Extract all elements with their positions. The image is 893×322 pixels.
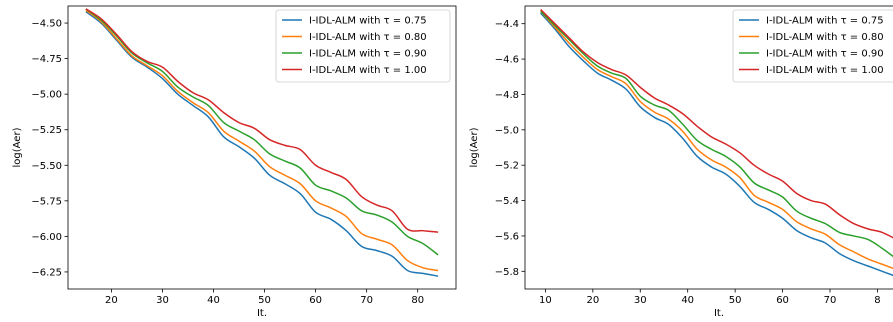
x-tick-label: 20 — [105, 295, 118, 306]
y-tick-label: −5.75 — [31, 196, 62, 207]
x-axis-label: It. — [714, 308, 724, 319]
legend-box — [275, 9, 451, 83]
plot-frame — [67, 5, 457, 290]
x-tick-label: 60 — [309, 295, 322, 306]
chart-left: 20 30 40 50 60 70 80 −6.25 −6.00 −5.75 −5.50 −5.25 −… — [12, 5, 457, 319]
x-tick-label: 40 — [681, 295, 694, 306]
y-tick-label: −4.50 — [31, 19, 62, 30]
x-axis-label: It. — [257, 308, 267, 319]
legend: I-IDL-ALM with τ = 0.75 I-IDL-ALM with τ … — [732, 9, 893, 83]
y-tick-label: −5.00 — [31, 90, 62, 101]
y-tick-label: −6.00 — [31, 232, 62, 243]
x-tick-label: 10 — [539, 295, 552, 306]
y-tick-label: −5.50 — [31, 161, 62, 172]
plot-frame — [524, 5, 893, 290]
y-tick-label: −5.4 — [495, 196, 519, 207]
x-tick-label: 40 — [207, 295, 220, 306]
legend-box — [732, 9, 893, 83]
chart-right: 10 20 30 40 50 60 70 8 −5.8 −5.6 −5.4 −5.2 −5.0 −4.8 −… — [469, 5, 893, 319]
y-tick-label: −4.75 — [31, 54, 62, 65]
y-tick-label: −5.2 — [495, 161, 519, 172]
series-line-4 — [85, 8, 439, 233]
legend-entry-label: I-IDL-ALM with τ = 1.00 — [766, 65, 884, 76]
y-axis-label: log(Aer) — [469, 127, 480, 167]
y-tick-label: −4.8 — [495, 90, 519, 101]
series-line-2 — [540, 10, 893, 270]
legend-entry-label: I-IDL-ALM with τ = 0.75 — [766, 16, 884, 27]
legend-entry-label: I-IDL-ALM with τ = 0.90 — [766, 49, 884, 60]
x-tick-label: 20 — [586, 295, 599, 306]
x-tick-label: 30 — [634, 295, 647, 306]
x-tick-label: 70 — [360, 295, 373, 306]
series-line-4 — [540, 9, 893, 239]
series-line-1 — [540, 12, 893, 277]
y-tick-label: −6.25 — [31, 267, 62, 278]
x-tick-label: 50 — [729, 295, 742, 306]
legend: I-IDL-ALM with τ = 0.75 I-IDL-ALM with τ … — [275, 9, 451, 83]
legend-entry-label: I-IDL-ALM with τ = 0.90 — [309, 49, 427, 60]
x-tick-label: 80 — [411, 295, 424, 306]
legend-entry-label: I-IDL-ALM with τ = 0.80 — [766, 32, 884, 43]
y-tick-label: −4.6 — [495, 55, 519, 66]
series-line-2 — [85, 9, 439, 272]
legend-entry-label: I-IDL-ALM with τ = 0.75 — [309, 16, 427, 27]
x-tick-label: 70 — [824, 295, 837, 306]
x-tick-label: 50 — [258, 295, 271, 306]
x-tick-label: 8 — [874, 295, 880, 306]
y-tick-label: −5.0 — [495, 125, 519, 136]
y-tick-label: −5.8 — [495, 267, 519, 278]
y-tick-label: −5.6 — [495, 231, 519, 242]
x-tick-label: 60 — [776, 295, 789, 306]
y-tick-label: −4.4 — [495, 19, 519, 30]
y-tick-label: −5.25 — [31, 125, 62, 136]
y-axis-label: log(Aer) — [12, 127, 23, 167]
x-tick-label: 30 — [156, 295, 169, 306]
series-line-1 — [85, 11, 439, 277]
series-line-3 — [540, 10, 893, 258]
series-line-3 — [85, 8, 439, 256]
legend-entry-label: I-IDL-ALM with τ = 0.80 — [309, 32, 427, 43]
legend-entry-label: I-IDL-ALM with τ = 1.00 — [309, 65, 427, 76]
